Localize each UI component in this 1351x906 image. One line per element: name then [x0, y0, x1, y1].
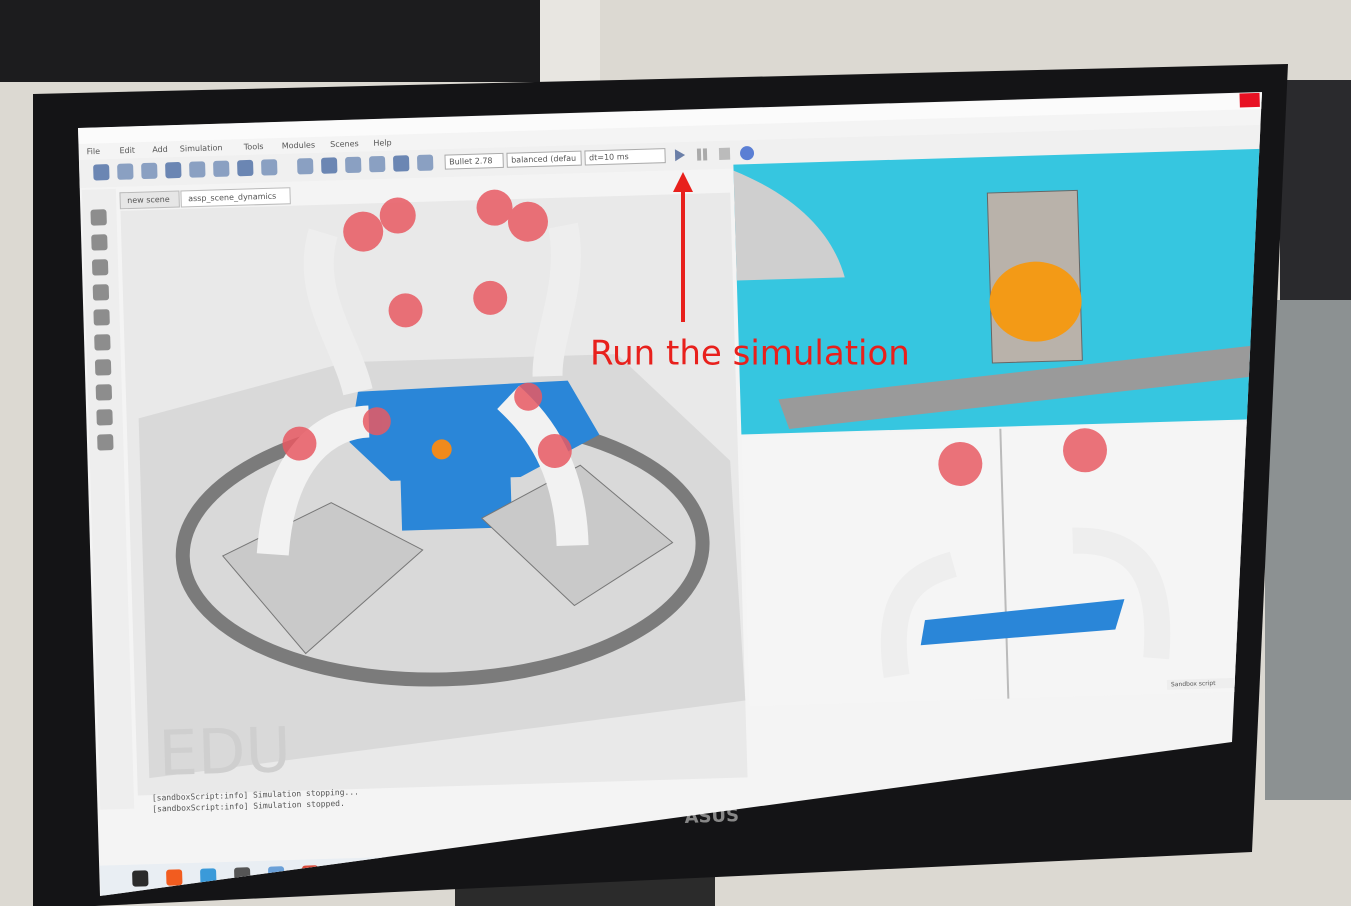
tool-button[interactable]: [297, 158, 314, 175]
joint: [362, 407, 391, 436]
menu-item[interactable]: Scenes: [330, 139, 359, 149]
side-button[interactable]: [93, 309, 110, 326]
tab-label: new scene: [127, 195, 170, 205]
toolbar-icons: [93, 154, 434, 181]
joint: [537, 433, 572, 468]
egg: [431, 439, 452, 460]
platform-base: [400, 467, 513, 531]
egg-closeup: [989, 261, 1082, 342]
tool-button[interactable]: [141, 162, 158, 180]
scene-tabs: new scene assp_scene_dynamics: [119, 187, 291, 210]
annotation-arrowhead: [673, 172, 693, 192]
joint: [476, 189, 513, 226]
side-button[interactable]: [91, 259, 109, 276]
close-button[interactable]: [1239, 92, 1260, 108]
tool-button[interactable]: [369, 155, 386, 173]
engine-select[interactable]: [444, 152, 504, 170]
tab[interactable]: [119, 190, 180, 210]
menu-item[interactable]: Add: [152, 145, 168, 154]
joint: [282, 426, 317, 461]
tool-button[interactable]: [189, 161, 206, 178]
robot-arm: [532, 222, 581, 377]
pause-button-bar: [702, 148, 708, 161]
menu-item[interactable]: Edit: [119, 146, 135, 155]
menu-item[interactable]: File: [87, 147, 101, 156]
joint: [514, 382, 543, 411]
status-label: Sandbox script: [1171, 680, 1216, 688]
tool-button[interactable]: [393, 155, 410, 172]
stop-button[interactable]: [718, 147, 731, 160]
side-button[interactable]: [97, 434, 114, 451]
engine-label: Bullet 2.78: [449, 156, 493, 166]
robot-arm: [1072, 527, 1171, 660]
joint: [388, 293, 423, 328]
joint: [1063, 428, 1108, 473]
platform-side: [920, 599, 1125, 646]
taskbar-app[interactable]: [200, 868, 217, 885]
rail-closeup: [778, 345, 1262, 430]
menu-bar: File Edit Add Simulation Tools Modules Scenes H…: [87, 138, 392, 156]
taskbar-app[interactable]: [132, 870, 149, 887]
tool-button[interactable]: [117, 163, 134, 180]
side-button[interactable]: [95, 384, 112, 401]
cables: [1265, 300, 1351, 800]
title-bar: [78, 92, 1262, 144]
tool-button[interactable]: [345, 156, 362, 173]
side-button[interactable]: [94, 359, 112, 376]
side-button[interactable]: [91, 234, 108, 251]
left-toolbar-icons: [90, 209, 114, 451]
edu-watermark: EDU: [158, 713, 292, 790]
taskbar-app[interactable]: [166, 869, 183, 886]
accuracy-select[interactable]: [506, 150, 582, 168]
tool-button[interactable]: [93, 164, 110, 181]
joint: [343, 211, 384, 252]
robot-shoulder: [733, 170, 845, 281]
robot-arm: [303, 228, 373, 396]
menu-item[interactable]: Modules: [282, 140, 316, 150]
wall-panel: [540, 0, 600, 90]
pause-button[interactable]: [696, 148, 702, 161]
robot-arm: [880, 551, 958, 678]
tool-button[interactable]: [261, 159, 278, 176]
menu-item[interactable]: Tools: [243, 142, 264, 152]
joint: [379, 197, 416, 234]
realtime-button[interactable]: [740, 146, 755, 161]
menu-item[interactable]: Simulation: [180, 143, 223, 153]
side-button[interactable]: [90, 209, 107, 226]
third-monitor: [1280, 80, 1351, 300]
accuracy-label: balanced (defau: [511, 154, 576, 165]
joint: [473, 280, 508, 315]
side-button[interactable]: [94, 334, 111, 351]
tool-button[interactable]: [213, 160, 230, 177]
tool-button[interactable]: [417, 154, 434, 171]
tool-button[interactable]: [165, 162, 182, 179]
side-button[interactable]: [92, 284, 110, 301]
timestep-select[interactable]: [584, 148, 666, 166]
status-box: [1166, 677, 1238, 690]
annotation: Run the simulation: [590, 334, 910, 374]
robot-joints: [282, 189, 572, 468]
camera-view-bottom: [741, 420, 1262, 707]
second-monitor: [0, 0, 540, 82]
tab[interactable]: [180, 187, 291, 208]
joint: [938, 441, 983, 486]
joint: [507, 201, 548, 242]
timestep-label: dt=10 ms: [589, 152, 629, 162]
tab-label: assp_scene_dynamics: [188, 192, 276, 204]
menu-item[interactable]: Help: [373, 138, 392, 148]
side-button[interactable]: [96, 409, 113, 426]
tool-button[interactable]: [321, 157, 338, 174]
tool-button[interactable]: [237, 159, 254, 177]
play-button[interactable]: [674, 149, 686, 162]
